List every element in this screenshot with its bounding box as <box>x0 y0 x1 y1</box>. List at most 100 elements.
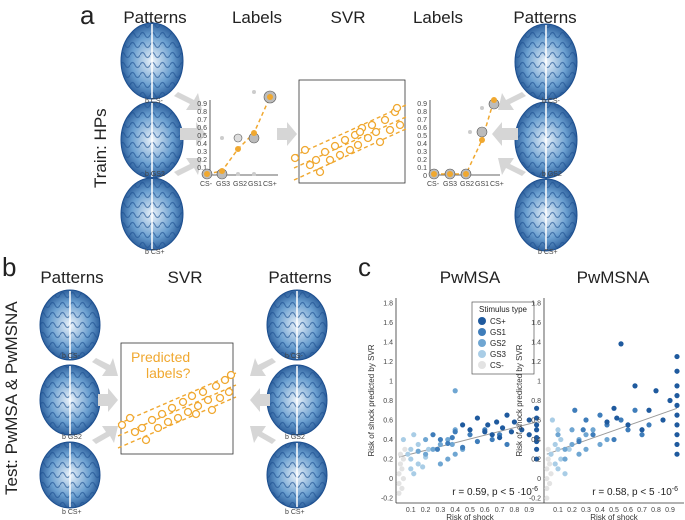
header-b-patterns-left: Patterns <box>40 268 104 287</box>
x-axis-label: Risk of shock <box>446 513 495 520</box>
data-point-csminus <box>547 480 553 487</box>
arrows-b <box>92 358 276 444</box>
legend-marker <box>478 328 486 336</box>
data-point-csminus <box>400 475 406 482</box>
legend-title: Stimulus type <box>479 305 528 314</box>
y-tick-label: -0.2 <box>381 496 393 503</box>
brain-b-left-lbl-2: b GS2 <box>62 434 82 441</box>
data-point-gs1 <box>572 407 578 413</box>
y-tick-label: 1 <box>389 378 393 385</box>
data-point-csplus <box>639 427 645 433</box>
data-point-csminus <box>545 446 551 452</box>
data-point-gs1 <box>430 432 436 438</box>
data-point-csplus <box>534 446 540 452</box>
x-tick-label: 0.7 <box>637 507 647 514</box>
data-point-csplus <box>653 388 659 394</box>
brain-a-left-lbl-2: b GS2 <box>145 171 165 178</box>
data-point-gs2 <box>604 436 610 443</box>
data-point-gs2 <box>430 446 436 452</box>
lbl-l-ytick-4: 0.4 <box>197 141 207 148</box>
data-point-csplus <box>534 427 540 433</box>
legend-marker <box>478 317 486 325</box>
predicted-labels-text-1: Predicted <box>131 349 190 365</box>
x-axis-label: Risk of shock <box>590 513 639 520</box>
brain-a-right-lbl-2: b GS2 <box>542 171 562 178</box>
x-tick-label: 0.8 <box>651 507 661 514</box>
y-tick-label: 1.4 <box>531 339 541 346</box>
brain-b-left-2 <box>39 364 101 436</box>
data-point-gs3 <box>555 427 561 433</box>
y-tick-label: 1.6 <box>383 320 393 327</box>
data-point-csminus <box>396 480 402 487</box>
brain-b-right-lbl-1: b CS- <box>285 353 304 360</box>
y-tick-label: 0.6 <box>531 418 541 425</box>
data-point-csplus <box>674 353 680 360</box>
data-point-csplus <box>674 368 680 374</box>
data-point-gs3 <box>558 436 564 443</box>
lbl-l-ytick-9: 0.9 <box>197 101 207 108</box>
y-tick-label: 0.2 <box>531 457 541 464</box>
lbl-r-ytick-3: 0.3 <box>417 149 427 156</box>
legend-marker <box>478 350 486 358</box>
lbl-l-cat-2: GS2 <box>233 181 247 188</box>
scatter-chart-pwmsna: -0.2 0 0.2 0.4 0.6 0.8 1 1.2 1.4 1.6 1.8 0.1 0.2 0.3 0… <box>515 298 684 520</box>
y-tick-label: 0.4 <box>531 437 541 444</box>
stat-annotation: r = 0.59, p < 5 ·10-6 <box>452 486 538 498</box>
data-point-gs3 <box>400 436 406 443</box>
header-a-patterns-left: Patterns <box>123 8 187 27</box>
data-point-csminus <box>544 475 550 482</box>
regression-line <box>398 421 537 458</box>
brain-a-left-3 <box>120 177 184 251</box>
brain-b-right-lbl-3: b CS+ <box>285 509 305 516</box>
x-tick-label: 0.9 <box>524 507 534 514</box>
data-point-gs2 <box>569 427 575 433</box>
data-point-gs1 <box>580 427 586 433</box>
data-point-gs3 <box>555 466 561 472</box>
x-tick-label: 0.6 <box>623 507 633 514</box>
brain-b-left-3 <box>39 441 101 509</box>
data-point-gs1 <box>646 422 652 428</box>
y-tick-label: 0.4 <box>383 437 393 444</box>
data-point-csplus <box>511 419 517 425</box>
lbl-r-cat-2: GS2 <box>460 181 474 188</box>
data-point-csplus <box>534 434 540 441</box>
data-point-gs2 <box>562 446 568 452</box>
lbl-l-ytick-5: 0.5 <box>197 133 207 140</box>
x-tick-label: 0.7 <box>495 507 505 514</box>
data-point-gs3 <box>552 441 558 448</box>
data-point-gs3 <box>558 456 564 462</box>
data-point-gs3 <box>415 441 421 448</box>
x-tick-label: 0.6 <box>480 507 490 514</box>
data-point-gs3 <box>415 461 421 467</box>
y-tick-label: 0.8 <box>383 398 393 405</box>
data-point-gs2 <box>423 451 429 457</box>
y-tick-label: 0 <box>537 476 541 483</box>
data-point-gs2 <box>583 446 589 452</box>
panel-letter-b: b <box>2 252 17 282</box>
data-point-csminus <box>402 446 408 452</box>
stat-annotation-exponent: -6 <box>532 486 538 493</box>
lbl-r-ytick-9: 0.9 <box>417 101 427 108</box>
data-point-gs3 <box>552 461 558 467</box>
lbl-r-cat-3: GS1 <box>475 181 489 188</box>
data-point-csplus <box>674 422 680 428</box>
data-point-csplus <box>508 429 515 435</box>
data-point-gs3 <box>408 446 414 452</box>
data-point-gs2 <box>452 388 458 394</box>
lbl-r-ytick-2: 0.2 <box>417 157 427 164</box>
lbl-r-cat-4: CS+ <box>490 181 504 188</box>
y-tick-label: 1 <box>537 378 541 385</box>
y-tick-label: 1.6 <box>531 320 541 327</box>
x-tick-label: 0.2 <box>567 507 577 514</box>
svr-box-b: Predicted labels? <box>117 342 237 455</box>
lbl-l-cat-1: GS3 <box>216 181 230 188</box>
data-point-gs3 <box>405 451 411 457</box>
data-point-csminus <box>396 471 402 477</box>
y-tick-label: -0.2 <box>529 496 541 503</box>
data-point-csplus <box>632 383 638 389</box>
data-point-csplus <box>674 402 680 408</box>
data-point-csplus <box>497 434 503 441</box>
data-point-csplus <box>482 429 488 435</box>
data-point-csplus <box>534 422 540 428</box>
data-point-gs2 <box>569 441 575 448</box>
